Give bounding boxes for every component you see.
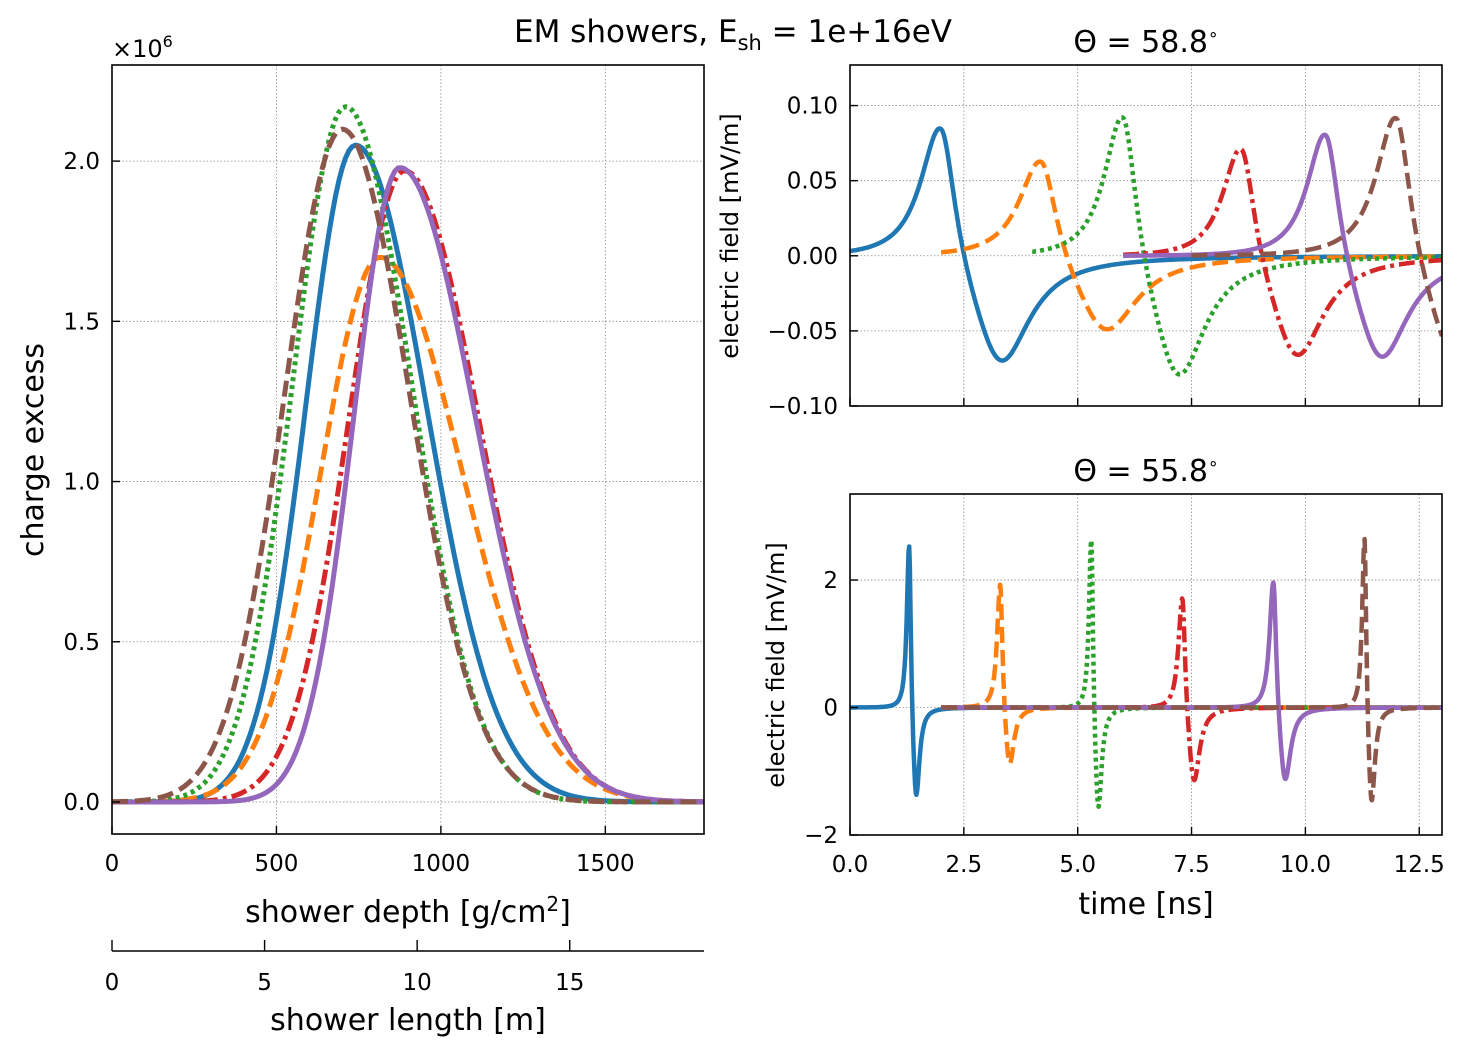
- efield-series-line-5: [1121, 132, 1442, 359]
- y-tick-label: 0.10: [787, 94, 838, 120]
- secondary-x-tick-label: 10: [403, 970, 432, 996]
- profile-x-axis-label: shower depth [g/cm2]: [245, 892, 571, 930]
- x-tick-label: 500: [254, 851, 298, 877]
- efield-58-panel: −0.10 −0.05 0.00 0.05 0.10 Θ = 58.8∘ electri…: [716, 25, 1443, 420]
- profile-series-line-4: [112, 168, 705, 805]
- x-tick-label: 7.5: [1173, 852, 1210, 878]
- secondary-x-tick-label: 0: [105, 970, 120, 996]
- efield-series-line-3: [1030, 115, 1442, 377]
- efield-series-line-6: [1189, 115, 1442, 338]
- profile-panel: 0 500 1000 1500 0.0 0.5 1.0 1.5 2.0 ×106 charge …: [16, 32, 705, 1038]
- profile-plot-frame: [111, 64, 705, 835]
- x-tick-label: 12.5: [1394, 852, 1445, 878]
- profile-gridlines: [111, 65, 704, 834]
- efield-55-title: Θ = 55.8∘: [1073, 454, 1218, 489]
- y-tick-label: −2: [804, 823, 838, 849]
- profile-series-group: [112, 104, 705, 805]
- x-tick-label: 10.0: [1280, 852, 1331, 878]
- y-tick-label: 0.05: [787, 169, 838, 195]
- profile-ticks: 0 500 1000 1500 0.0 0.5 1.0 1.5 2.0: [63, 149, 634, 877]
- y-tick-label: −0.10: [768, 394, 838, 420]
- efield-series-line-1: [850, 126, 1442, 363]
- efield-58-title: Θ = 58.8∘: [1073, 25, 1218, 60]
- x-tick-label: 0.0: [832, 852, 869, 878]
- efield-55-y-axis-label: electric field [mV/m]: [762, 542, 790, 788]
- efield-55-plot-frame: [849, 493, 1443, 836]
- figure-suptitle: EM showers, Esh = 1e+16eV: [514, 14, 952, 55]
- efield-series-line-4: [1121, 146, 1442, 358]
- profile-series-line-6: [112, 126, 704, 805]
- x-tick-label: 2.5: [946, 852, 983, 878]
- efield-58-ticks: −0.10 −0.05 0.00 0.05 0.10: [768, 94, 1420, 420]
- efield-58-gridlines: [849, 65, 1442, 407]
- x-tick-label: 1000: [412, 851, 471, 877]
- x-tick-label: 0: [105, 851, 120, 877]
- y-tick-label: 0.00: [787, 244, 838, 270]
- secondary-x-axis-label: shower length [m]: [270, 1003, 546, 1038]
- efield-55-x-axis-label: time [ns]: [1078, 887, 1213, 922]
- profile-y-axis-label: charge excess: [16, 343, 51, 557]
- profile-series-line-3: [112, 104, 704, 805]
- y-tick-label: 2.0: [63, 149, 100, 175]
- efield-55-panel: 0.0 2.5 5.0 7.5 10.0 12.5 −2 0 2 Θ = 55.8∘ elect…: [762, 454, 1445, 922]
- secondary-x-tick-label: 5: [257, 970, 272, 996]
- y-tick-label: 1.0: [63, 470, 100, 496]
- efield-58-plot-frame: [849, 64, 1443, 407]
- profile-series-line-5: [112, 165, 705, 805]
- y-tick-label: 2: [823, 568, 838, 594]
- efield-series-line-2: [939, 159, 1442, 332]
- secondary-x-tick-label: 15: [555, 970, 584, 996]
- profile-y-scale-label: ×106: [112, 32, 173, 63]
- efield-55-series-group: [850, 536, 1442, 809]
- efield-series-line-6: [939, 536, 1442, 803]
- y-tick-label: 1.5: [63, 309, 100, 335]
- y-tick-label: −0.05: [768, 319, 838, 345]
- efield-58-y-axis-label: electric field [mV/m]: [716, 113, 744, 359]
- profile-series-line-2: [112, 254, 704, 805]
- y-tick-label: 0.5: [63, 630, 100, 656]
- efield-55-gridlines: [849, 494, 1442, 836]
- efield-58-series-group: [850, 115, 1442, 377]
- secondary-axis-ticks: 0 5 10 15: [105, 940, 584, 996]
- y-tick-label: 0.0: [63, 790, 100, 816]
- profile-series-line-1: [112, 142, 704, 805]
- efield-55-ticks: 0.0 2.5 5.0 7.5 10.0 12.5 −2 0 2: [804, 568, 1445, 878]
- efield-series-line-1: [850, 544, 1442, 798]
- x-tick-label: 1500: [576, 851, 635, 877]
- x-tick-label: 5.0: [1059, 852, 1096, 878]
- y-tick-label: 0: [823, 696, 838, 722]
